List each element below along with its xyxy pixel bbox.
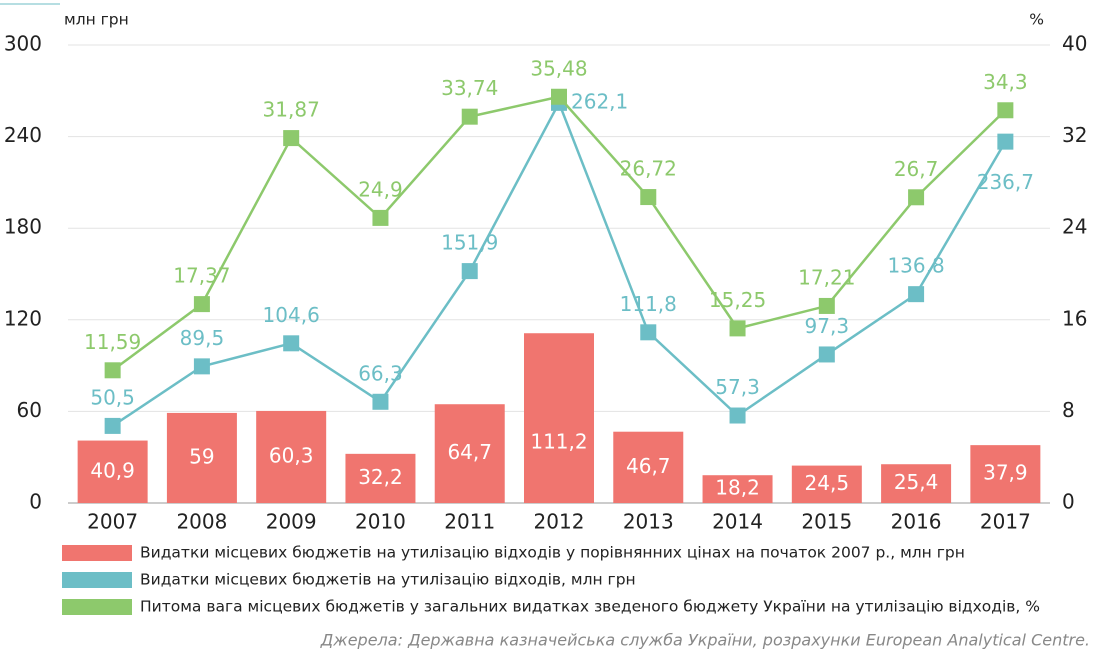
bar-label: 64,7 bbox=[447, 440, 492, 464]
x-tick-label: 2008 bbox=[176, 510, 227, 534]
x-tick-label: 2014 bbox=[712, 510, 763, 534]
y-tick-label: 60 bbox=[17, 398, 42, 422]
point bbox=[818, 297, 835, 314]
bar bbox=[345, 453, 416, 503]
point bbox=[193, 358, 210, 375]
point bbox=[104, 417, 121, 434]
bar-label: 40,9 bbox=[90, 458, 135, 482]
point-label: 15,25 bbox=[709, 288, 766, 312]
point-label: 66,3 bbox=[358, 361, 403, 385]
bar bbox=[702, 475, 773, 503]
y-axis-label: млн грн bbox=[64, 11, 129, 29]
y2-tick-label: 8 bbox=[1062, 398, 1075, 422]
bar-label: 25,4 bbox=[894, 470, 939, 494]
bar bbox=[791, 465, 862, 503]
point-label: 26,7 bbox=[894, 157, 939, 181]
bar-label: 59 bbox=[189, 444, 214, 468]
point-label: 35,48 bbox=[530, 56, 587, 80]
point-label: 104,6 bbox=[263, 303, 320, 327]
y-tick-label: 240 bbox=[4, 123, 42, 147]
legend-label: Видатки місцевих бюджетів на утилізацію … bbox=[140, 544, 965, 562]
point bbox=[908, 286, 925, 303]
x-tick-label: 2010 bbox=[355, 510, 406, 534]
source: Джерела: Державна казначейська служба Ук… bbox=[320, 631, 1090, 650]
bar bbox=[970, 445, 1041, 503]
y2-tick-label: 16 bbox=[1062, 306, 1087, 330]
y-tick-label: 300 bbox=[4, 32, 42, 56]
point bbox=[640, 324, 657, 341]
point-label: 57,3 bbox=[715, 375, 760, 399]
point-label: 136,8 bbox=[887, 254, 944, 278]
bar bbox=[881, 464, 952, 503]
x-tick-label: 2009 bbox=[266, 510, 317, 534]
bar bbox=[256, 410, 327, 503]
x-tick-label: 2012 bbox=[534, 510, 585, 534]
x-tick-label: 2016 bbox=[891, 510, 942, 534]
point bbox=[104, 362, 121, 379]
bar bbox=[434, 404, 505, 503]
legend-swatch bbox=[62, 599, 132, 615]
point bbox=[372, 209, 389, 226]
x-tick-label: 2015 bbox=[801, 510, 852, 534]
point-label: 97,3 bbox=[805, 314, 850, 338]
x-tick-label: 2011 bbox=[444, 510, 495, 534]
point bbox=[372, 393, 389, 410]
point-label: 24,9 bbox=[358, 177, 403, 201]
bar-label: 24,5 bbox=[805, 471, 850, 495]
point-label: 17,37 bbox=[173, 264, 230, 288]
point bbox=[729, 407, 746, 424]
point-label: 262,1 bbox=[571, 89, 628, 113]
point-label: 89,5 bbox=[180, 326, 225, 350]
bar-label: 111,2 bbox=[530, 430, 587, 454]
legend-label: Видатки місцевих бюджетів на утилізацію … bbox=[140, 571, 636, 589]
bar-label: 18,2 bbox=[715, 476, 760, 500]
line bbox=[111, 95, 1007, 372]
point-label: 26,72 bbox=[620, 157, 677, 181]
point-label: 111,8 bbox=[620, 292, 677, 316]
point-label: 151,9 bbox=[441, 231, 498, 255]
point-label: 17,21 bbox=[798, 265, 855, 289]
bar bbox=[166, 412, 237, 503]
point-label: 31,87 bbox=[263, 98, 320, 122]
point bbox=[283, 130, 300, 147]
y2-tick-label: 24 bbox=[1062, 215, 1087, 239]
point bbox=[193, 296, 210, 313]
point bbox=[818, 346, 835, 363]
bar bbox=[524, 333, 594, 503]
legend-label: Питома вага місцевих бюджетів у загальни… bbox=[140, 598, 1040, 616]
point bbox=[640, 189, 657, 206]
point-label: 11,59 bbox=[84, 330, 141, 354]
bar-label: 37,9 bbox=[983, 461, 1028, 485]
legend-swatch bbox=[62, 572, 132, 588]
point bbox=[997, 133, 1014, 150]
point bbox=[997, 102, 1014, 119]
bar-label: 46,7 bbox=[626, 454, 671, 478]
point-label: 50,5 bbox=[90, 385, 135, 409]
x-tick-label: 2013 bbox=[623, 510, 674, 534]
point bbox=[461, 263, 478, 280]
y-tick-label: 180 bbox=[4, 215, 42, 239]
y2-tick-label: 0 bbox=[1062, 490, 1075, 514]
y2-tick-label: 40 bbox=[1062, 32, 1087, 56]
y2-axis-label: % bbox=[1029, 11, 1044, 29]
bar bbox=[613, 431, 684, 503]
point bbox=[551, 88, 567, 105]
y2-tick-label: 32 bbox=[1062, 123, 1087, 147]
point-label: 236,7 bbox=[977, 170, 1034, 194]
x-tick-label: 2007 bbox=[87, 510, 138, 534]
bar bbox=[77, 440, 148, 503]
point bbox=[908, 189, 925, 206]
bar-label: 32,2 bbox=[358, 465, 403, 489]
bar-label: 60,3 bbox=[269, 443, 314, 467]
point bbox=[283, 335, 300, 352]
x-tick-label: 2017 bbox=[980, 510, 1031, 534]
legend-swatch bbox=[62, 545, 132, 561]
point-label: 33,74 bbox=[441, 76, 498, 100]
point bbox=[729, 320, 746, 337]
point bbox=[461, 108, 478, 125]
y-tick-label: 0 bbox=[29, 490, 42, 514]
y-tick-label: 120 bbox=[4, 306, 42, 330]
point-label: 34,3 bbox=[983, 70, 1028, 94]
